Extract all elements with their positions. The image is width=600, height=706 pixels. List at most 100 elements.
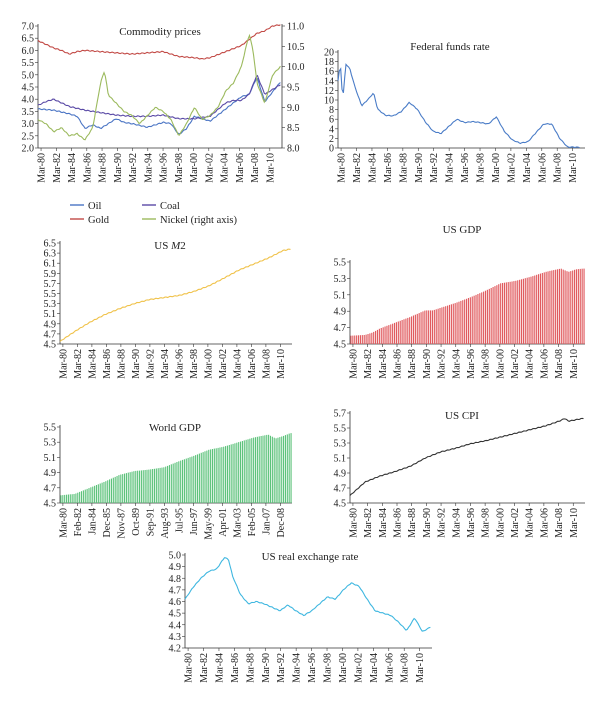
worldgdp-bar: [86, 488, 88, 503]
usgdp-bar: [515, 280, 517, 344]
worldgdp-bar: [215, 448, 217, 503]
worldgdp-bar: [239, 441, 242, 503]
worldgdp-bar: [256, 436, 258, 503]
usgdp-bar: [392, 323, 394, 344]
worldgdp-bar: [290, 433, 292, 503]
usgdp-bar: [431, 310, 434, 344]
usgdp-bar: [570, 271, 572, 344]
usgdp-bar: [439, 308, 441, 344]
rer-title: US real exchange rate: [262, 551, 359, 563]
usgdp-bar: [393, 322, 396, 344]
usgdp-bar: [532, 276, 534, 344]
usgdp-bar: [528, 277, 530, 344]
worldgdp-bar: [228, 445, 230, 503]
commodity-series-line-gold: [37, 24, 281, 60]
commodity-x-tick-label: Mar-00: [189, 153, 200, 183]
cpi-title: US CPI: [445, 410, 479, 422]
usgdp-bar: [428, 310, 430, 344]
fedfunds-x-tick-label: Mar-06: [537, 153, 548, 183]
worldgdp-bar: [202, 452, 204, 503]
rer-series-line: [184, 557, 431, 632]
usgdp-bar: [536, 274, 538, 344]
usgdp-bar: [433, 309, 435, 344]
worldgdp-bar: [210, 449, 212, 503]
worldgdp-bar: [94, 485, 96, 503]
usgdp-bar: [350, 335, 352, 344]
usgdp-bar: [475, 294, 477, 344]
fedfunds-y-tick-label: 8: [329, 105, 334, 116]
worldgdp-bar: [245, 439, 247, 503]
usgdp-bar: [501, 283, 504, 344]
usgdp-bar: [541, 273, 543, 344]
m2-y-tick-label: 5.7: [44, 279, 57, 290]
usgdp-x-tick-label: Mar-80: [348, 349, 359, 379]
usgdp-bar: [405, 318, 407, 344]
usgdp-bar: [477, 294, 479, 344]
worldgdp-bar: [64, 494, 66, 503]
worldgdp-bar: [243, 440, 245, 503]
worldgdp-bar: [123, 473, 126, 503]
rer-x-tick-label: Mar-82: [199, 653, 210, 683]
worldgdp-bar: [238, 442, 240, 503]
commodity-x-tick-label: Mar-92: [128, 153, 139, 183]
cpi-x-tick-label: Mar-92: [437, 508, 448, 538]
cpi-x-tick-label: Mar-04: [525, 508, 536, 538]
fedfunds-x-tick-label: Mar-94: [445, 153, 456, 183]
m2-x-tick-label: Mar-86: [102, 349, 113, 379]
commodity-x-tick-label: Mar-94: [143, 153, 154, 183]
usgdp-bar: [538, 274, 540, 344]
worldgdp-bar: [181, 459, 184, 503]
usgdp-bar: [407, 317, 409, 344]
worldgdp-bar: [208, 449, 210, 503]
commodity-x-tick-label: Mar-80: [37, 153, 48, 183]
worldgdp-x-tick-label: Apr-01: [218, 508, 229, 537]
commodity-y-tick-label: 3.0: [22, 119, 35, 130]
usgdp-bar: [575, 269, 578, 344]
usgdp-bar: [373, 331, 375, 344]
fedfunds-y-tick-label: 14: [324, 76, 334, 87]
usgdp-bar: [579, 268, 581, 344]
usgdp-bar: [460, 300, 462, 344]
worldgdp-bar: [226, 445, 229, 503]
rer-y-tick-label: 4.2: [169, 644, 182, 655]
worldgdp-bar: [191, 456, 193, 503]
usgdp-bar: [388, 325, 390, 344]
usgdp-bar: [509, 281, 511, 344]
worldgdp-x-tick-label: Feb-82: [73, 508, 84, 536]
m2-x-tick-label: Mar-96: [174, 349, 185, 379]
worldgdp-bar: [288, 433, 290, 503]
worldgdp-title: World GDP: [149, 422, 201, 434]
worldgdp-bar: [62, 495, 64, 503]
fedfunds-x-tick-label: Mar-92: [429, 153, 440, 183]
usgdp-bar: [448, 304, 451, 344]
usgdp-bar: [547, 271, 549, 344]
worldgdp-bar: [174, 462, 176, 503]
worldgdp-bar: [232, 443, 234, 503]
cpi-x-tick-label: Mar-06: [539, 508, 550, 538]
worldgdp-bar: [153, 468, 156, 503]
usgdp-bar: [572, 270, 574, 344]
usgdp-x-tick-label: Mar-82: [363, 349, 374, 379]
legend-label-nickel: Nickel (right axis): [160, 215, 237, 226]
usgdp-bar: [437, 308, 439, 344]
worldgdp-bar: [116, 476, 118, 503]
usgdp-x-tick-label: Mar-90: [422, 349, 433, 379]
worldgdp-bar: [95, 485, 98, 503]
fedfunds-y-tick-label: 10: [324, 96, 334, 107]
worldgdp-bar: [144, 470, 146, 503]
worldgdp-bar: [125, 473, 127, 503]
cpi-y-tick-label: 4.5: [334, 499, 347, 510]
worldgdp-bar: [253, 437, 255, 503]
commodity-x-tick-label: Mar-86: [82, 153, 93, 183]
fedfunds-y-tick-label: 18: [324, 57, 334, 68]
worldgdp-bar: [75, 493, 77, 503]
worldgdp-bar: [84, 489, 86, 503]
usgdp-bar: [492, 287, 494, 344]
usgdp-bar: [420, 312, 422, 344]
worldgdp-x-tick-label: Jul-95: [174, 508, 185, 533]
usgdp-bar: [359, 335, 361, 344]
usgdp-bar: [395, 322, 397, 344]
